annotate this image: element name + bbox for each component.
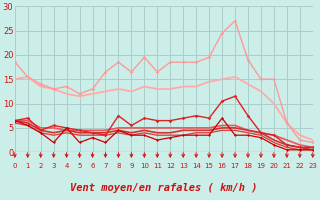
X-axis label: Vent moyen/en rafales ( km/h ): Vent moyen/en rafales ( km/h ) bbox=[70, 183, 258, 193]
